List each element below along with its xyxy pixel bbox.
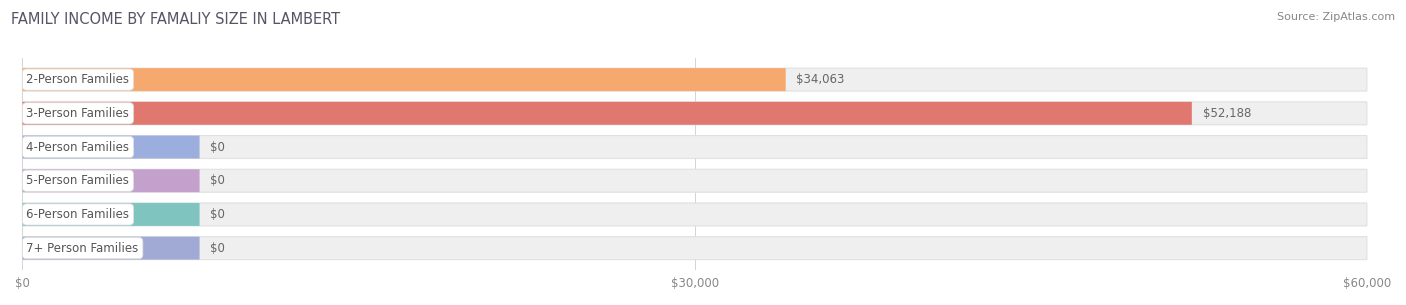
- FancyBboxPatch shape: [22, 169, 1367, 192]
- Text: FAMILY INCOME BY FAMALIY SIZE IN LAMBERT: FAMILY INCOME BY FAMALIY SIZE IN LAMBERT: [11, 12, 340, 27]
- Text: 7+ Person Families: 7+ Person Families: [27, 242, 139, 255]
- Text: 3-Person Families: 3-Person Families: [27, 107, 129, 120]
- FancyBboxPatch shape: [22, 135, 200, 159]
- FancyBboxPatch shape: [22, 203, 200, 226]
- FancyBboxPatch shape: [22, 237, 200, 260]
- Text: Source: ZipAtlas.com: Source: ZipAtlas.com: [1277, 12, 1395, 22]
- FancyBboxPatch shape: [22, 68, 1367, 91]
- FancyBboxPatch shape: [22, 203, 1367, 226]
- Text: $52,188: $52,188: [1202, 107, 1251, 120]
- Text: 5-Person Families: 5-Person Families: [27, 174, 129, 187]
- Text: $0: $0: [211, 141, 225, 153]
- FancyBboxPatch shape: [22, 135, 1367, 159]
- FancyBboxPatch shape: [22, 237, 1367, 260]
- Text: $34,063: $34,063: [796, 73, 845, 86]
- Text: $0: $0: [211, 208, 225, 221]
- FancyBboxPatch shape: [22, 169, 200, 192]
- Text: $0: $0: [211, 242, 225, 255]
- Text: 6-Person Families: 6-Person Families: [27, 208, 129, 221]
- FancyBboxPatch shape: [22, 68, 786, 91]
- Text: 4-Person Families: 4-Person Families: [27, 141, 129, 153]
- FancyBboxPatch shape: [22, 102, 1367, 125]
- FancyBboxPatch shape: [22, 102, 1192, 125]
- Text: $0: $0: [211, 174, 225, 187]
- Text: 2-Person Families: 2-Person Families: [27, 73, 129, 86]
